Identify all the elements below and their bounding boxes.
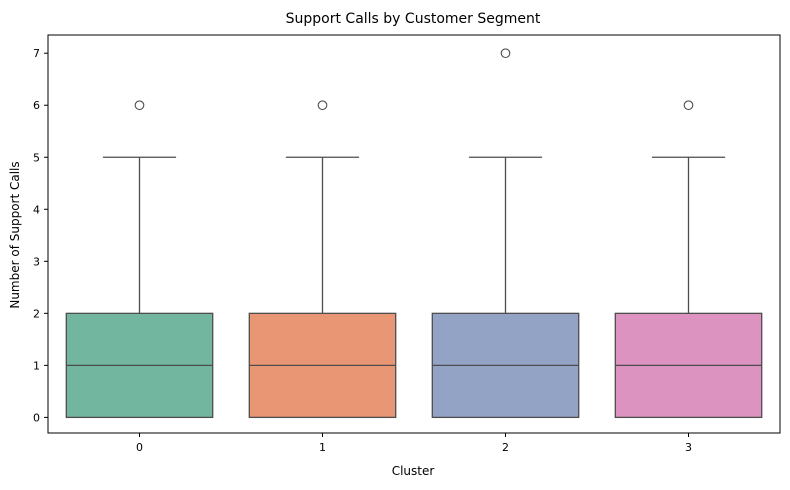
plot-area: 0 1 2 3 0 1 2 3 4 5 6 7	[33, 34, 781, 454]
y-tick-label: 2	[33, 307, 40, 320]
outlier-point	[134, 100, 145, 111]
y-axis-label: Number of Support Calls	[8, 161, 22, 308]
y-tick-label: 7	[33, 47, 40, 60]
y-tick-label: 0	[33, 411, 40, 424]
x-tick-label: 1	[319, 441, 326, 454]
x-tick-label: 0	[136, 441, 143, 454]
x-tick-label: 3	[685, 441, 692, 454]
chart-title: Support Calls by Customer Segment	[286, 11, 541, 27]
y-tick-label: 5	[33, 151, 40, 164]
x-tick-label: 2	[502, 441, 509, 454]
y-tick-label: 4	[33, 203, 40, 216]
outlier-point	[683, 100, 694, 111]
y-tick-label: 6	[33, 99, 40, 112]
y-tick-label: 3	[33, 255, 40, 268]
outlier-point	[317, 100, 328, 111]
outlier-point	[500, 48, 511, 59]
x-axis-label: Cluster	[392, 464, 435, 478]
y-tick-label: 1	[33, 359, 40, 372]
axes-frame	[47, 34, 781, 434]
